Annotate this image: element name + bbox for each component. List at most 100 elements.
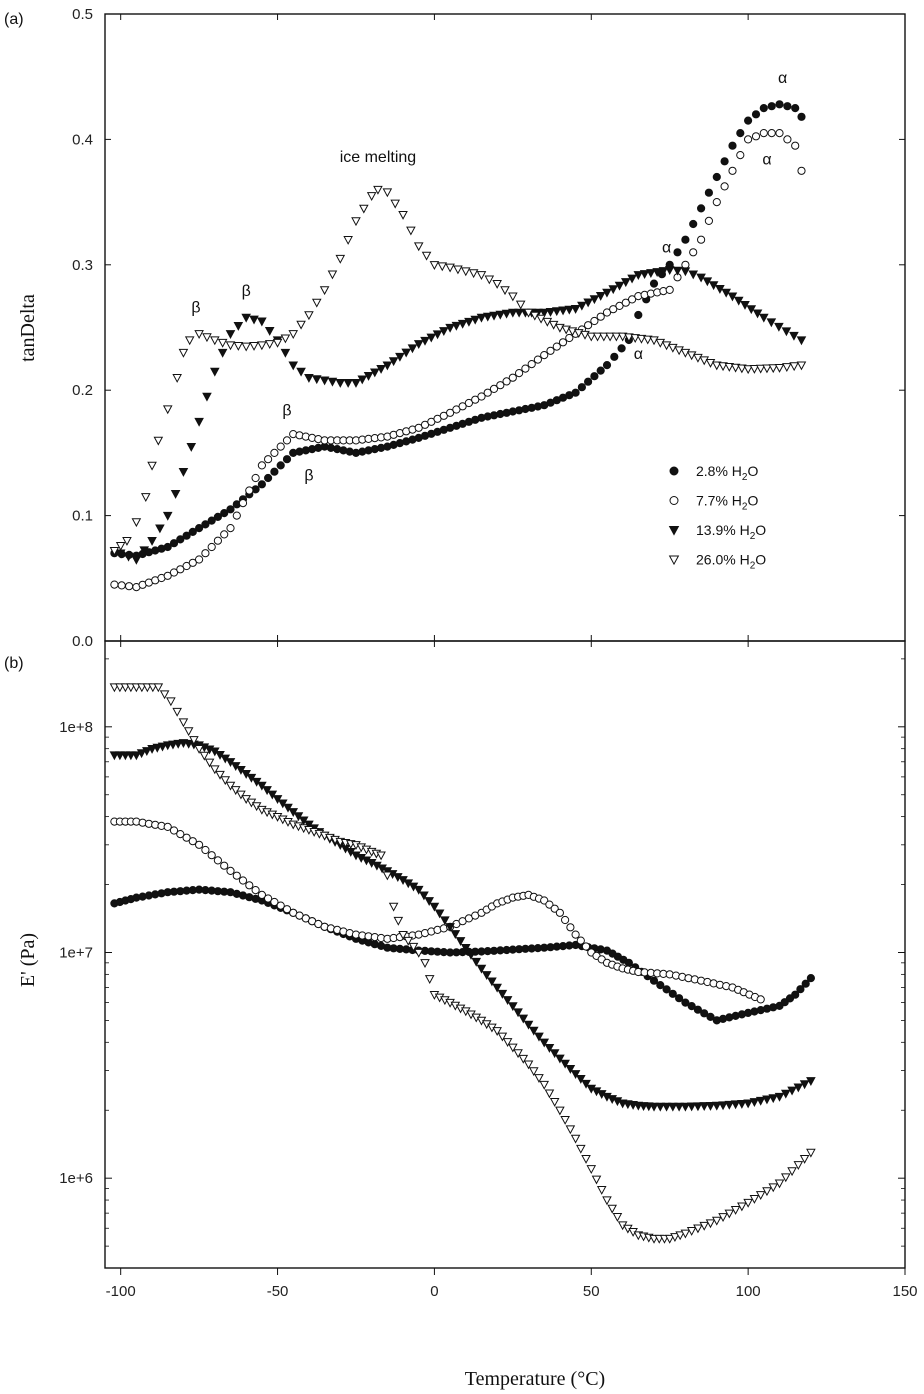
data-point [147,537,157,546]
data-point [147,745,157,754]
data-point [664,1234,675,1244]
data-point [482,312,493,322]
data-point [264,340,275,350]
data-point [162,405,173,415]
data-point [194,330,204,339]
data-point [528,1026,539,1036]
data-point [450,930,461,939]
data-point [704,216,714,225]
data-point [335,379,346,388]
data-point [492,279,502,289]
data-point [595,291,606,301]
annotation: ice melting [340,149,416,166]
data-point [420,959,430,969]
data-point [615,301,624,310]
data-point [429,261,440,271]
data-point [705,358,716,368]
data-point [789,362,799,372]
y-axis-title-a: tanDelta [17,294,39,362]
data-point [249,342,259,351]
annotation: β [282,402,291,419]
data-point [528,1067,539,1077]
legend-label: 7.7% H2O [696,493,758,513]
data-point [201,549,210,558]
data-point [176,535,185,544]
y-tick-label-b: 1e+6 [59,1170,93,1187]
data-point [699,1221,710,1231]
data-point [407,344,418,354]
data-point [680,348,691,358]
legend-item: 13.9% H2O [668,522,766,542]
data-point [366,192,377,202]
data-point [139,546,150,556]
legend-label: 2.8% H2O [696,463,758,483]
data-point [357,375,368,385]
series-b-0 [110,885,816,1025]
series-a-0 [110,100,806,560]
data-point [521,364,530,373]
data-point [413,242,424,252]
data-point [668,343,678,353]
data-point [752,309,763,319]
data-point [783,135,792,144]
data-point [445,323,455,333]
data-point [236,790,246,800]
annotation: α [634,346,643,363]
data-point [109,547,120,556]
data-point [799,1080,810,1090]
data-point [401,348,411,358]
data-point [636,334,647,344]
data-point [270,467,279,476]
x-tick-label: 50 [583,1283,600,1300]
data-point [225,330,236,339]
data-point [492,983,502,993]
data-point [624,958,634,967]
data-point [363,371,374,381]
data-point [343,379,353,388]
panel-a-plot [109,100,807,592]
data-point [720,182,729,191]
data-point [744,116,753,125]
y-axis-title-b: E' (Pa) [17,933,39,987]
data-point [497,989,508,999]
data-point [549,1098,560,1107]
data-point [142,747,152,756]
data-point [327,270,338,280]
data-point [775,129,784,138]
data-point [464,317,474,327]
data-point [661,1102,672,1112]
data-point [704,188,714,197]
data-point [153,436,164,446]
data-point [166,697,176,707]
data-point [210,336,220,346]
data-point [311,375,322,385]
data-point [755,1191,766,1201]
data-point [668,1102,678,1112]
data-point [210,367,220,377]
data-point [460,267,471,277]
data-point [426,333,437,343]
data-point [376,364,386,374]
data-point [276,461,285,470]
data-point [173,739,184,749]
data-point [213,536,222,545]
data-point [768,364,779,374]
y-tick-label-b: 1e+8 [59,719,93,736]
data-point [634,310,643,320]
data-point [343,236,353,245]
series-a-3 [109,185,807,556]
data-point [226,524,235,533]
data-point [496,381,505,390]
data-point [627,274,637,284]
data-point [571,388,580,397]
data-point [555,1054,565,1064]
data-point [257,341,267,351]
data-point [489,311,499,321]
annotation: α [662,239,671,256]
data-point [451,321,462,331]
data-point [781,327,792,337]
data-point [457,319,468,329]
data-point [580,330,590,340]
data-point [276,442,285,451]
data-point [215,770,225,780]
